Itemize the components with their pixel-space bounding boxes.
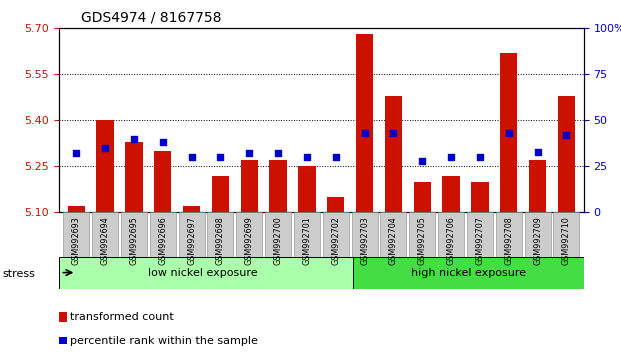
Point <box>561 132 571 138</box>
FancyBboxPatch shape <box>323 212 349 257</box>
Text: GSM992708: GSM992708 <box>504 216 514 265</box>
Text: GSM992709: GSM992709 <box>533 216 542 265</box>
FancyBboxPatch shape <box>207 212 233 257</box>
Text: GSM992705: GSM992705 <box>418 216 427 265</box>
Text: GSM992706: GSM992706 <box>446 216 456 265</box>
Text: GSM992703: GSM992703 <box>360 216 369 265</box>
Point <box>100 145 110 151</box>
Bar <box>125 142 143 212</box>
Bar <box>154 151 171 212</box>
FancyBboxPatch shape <box>553 212 579 257</box>
Text: GSM992693: GSM992693 <box>72 216 81 265</box>
Bar <box>298 166 315 212</box>
Bar <box>442 176 460 212</box>
FancyBboxPatch shape <box>150 212 176 257</box>
Text: GSM992699: GSM992699 <box>245 216 254 265</box>
Text: GSM992697: GSM992697 <box>187 216 196 265</box>
FancyBboxPatch shape <box>409 212 435 257</box>
Bar <box>529 160 546 212</box>
Point <box>273 151 283 156</box>
Bar <box>96 120 114 212</box>
Point <box>158 139 168 145</box>
Point <box>446 154 456 160</box>
Point <box>187 154 197 160</box>
FancyBboxPatch shape <box>496 212 522 257</box>
Text: high nickel exposure: high nickel exposure <box>411 268 526 278</box>
FancyBboxPatch shape <box>63 212 89 257</box>
Bar <box>327 197 345 212</box>
FancyBboxPatch shape <box>353 257 584 289</box>
Text: GSM992700: GSM992700 <box>274 216 283 265</box>
Text: transformed count: transformed count <box>70 312 173 322</box>
FancyBboxPatch shape <box>525 212 551 257</box>
FancyBboxPatch shape <box>121 212 147 257</box>
Bar <box>558 96 575 212</box>
Bar <box>68 206 85 212</box>
Text: GSM992707: GSM992707 <box>476 216 484 265</box>
FancyBboxPatch shape <box>179 212 204 257</box>
Bar <box>500 53 517 212</box>
Text: GSM992698: GSM992698 <box>216 216 225 265</box>
Point <box>504 130 514 136</box>
Point <box>360 130 369 136</box>
Point <box>215 154 225 160</box>
Text: GSM992695: GSM992695 <box>129 216 138 265</box>
Point <box>475 154 485 160</box>
Text: GSM992696: GSM992696 <box>158 216 167 265</box>
Point <box>389 130 399 136</box>
Text: GSM992702: GSM992702 <box>331 216 340 265</box>
FancyBboxPatch shape <box>294 212 320 257</box>
Point <box>302 154 312 160</box>
Text: percentile rank within the sample: percentile rank within the sample <box>70 336 258 346</box>
Text: low nickel exposure: low nickel exposure <box>148 268 258 278</box>
FancyBboxPatch shape <box>92 212 118 257</box>
Text: GSM992701: GSM992701 <box>302 216 312 265</box>
Bar <box>212 176 229 212</box>
Bar <box>270 160 287 212</box>
Bar <box>414 182 431 212</box>
Point <box>129 136 139 142</box>
Bar <box>385 96 402 212</box>
FancyBboxPatch shape <box>467 212 493 257</box>
FancyBboxPatch shape <box>265 212 291 257</box>
FancyBboxPatch shape <box>381 212 406 257</box>
FancyBboxPatch shape <box>59 257 353 289</box>
Text: GSM992694: GSM992694 <box>101 216 110 265</box>
Bar <box>183 206 200 212</box>
Text: GDS4974 / 8167758: GDS4974 / 8167758 <box>81 11 221 25</box>
FancyBboxPatch shape <box>351 212 378 257</box>
Point <box>533 149 543 154</box>
FancyBboxPatch shape <box>438 212 464 257</box>
Bar <box>471 182 489 212</box>
Text: GSM992710: GSM992710 <box>562 216 571 265</box>
Point <box>71 151 81 156</box>
Bar <box>356 34 373 212</box>
FancyBboxPatch shape <box>237 212 262 257</box>
Bar <box>240 160 258 212</box>
Point <box>331 154 341 160</box>
Text: stress: stress <box>2 269 35 279</box>
Text: GSM992704: GSM992704 <box>389 216 398 265</box>
Point <box>417 158 427 164</box>
Point <box>244 151 254 156</box>
